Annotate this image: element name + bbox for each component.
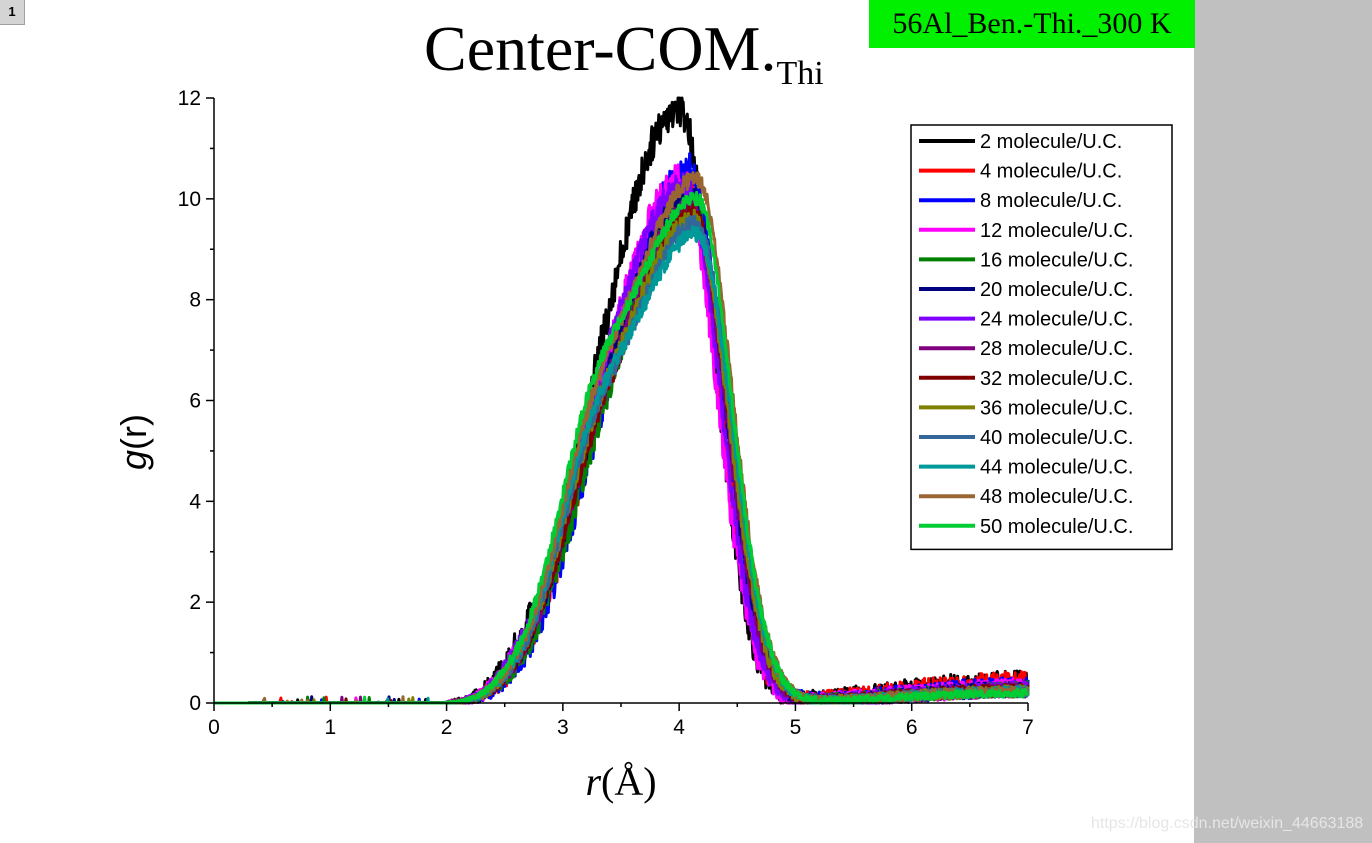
watermark-text: https://blog.csdn.net/weixin_44663188 [1091,815,1364,832]
right-gray-panel [1194,0,1372,843]
series-line [213,208,1030,705]
legend-label: 40 molecule/U.C. [980,427,1133,449]
series-line [213,197,1030,705]
legend-label: 50 molecule/U.C. [980,516,1133,538]
y-tick-label: 2 [189,591,201,614]
x-tick-label: 2 [441,716,453,739]
legend-label: 28 molecule/U.C. [980,338,1133,360]
chart-title-main: Center-COM. [424,13,777,84]
chart-title: Center-COM.Thi [424,12,824,92]
series-line [213,203,1030,705]
chart-title-subscript: Thi [776,55,824,92]
legend-label: 32 molecule/U.C. [980,368,1133,390]
x-tick-label: 1 [324,716,336,739]
y-tick-label: 8 [189,289,201,312]
x-axis-title-rest: (Å) [601,759,657,804]
x-tick-label: 3 [557,716,569,739]
legend-label: 16 molecule/U.C. [980,249,1133,271]
legend-label: 20 molecule/U.C. [980,279,1133,301]
x-tick-label: 4 [673,716,685,739]
y-tick-label: 4 [189,490,201,513]
y-tick-label: 6 [189,390,201,413]
page-number-badge: 1 [0,0,25,25]
series-line [213,152,1030,705]
y-tick-label: 0 [189,692,201,715]
legend: 2 molecule/U.C. 4 molecule/U.C. 8 molecule… [910,124,1173,551]
legend-label: 2 molecule/U.C. [980,131,1122,153]
y-axis-title: g(r) [113,414,154,470]
x-axis-title-italic: r [585,759,601,804]
x-tick-label: 5 [790,716,802,739]
legend-label: 36 molecule/U.C. [980,397,1133,419]
y-tick-label: 10 [178,188,201,211]
x-axis-title: r(Å) [585,759,656,804]
series-layer [213,96,1030,705]
y-axis-title-rest: (r) [113,414,154,450]
legend-label: 48 molecule/U.C. [980,486,1133,508]
legend-label: 12 molecule/U.C. [980,220,1133,242]
y-axis-title-italic: g [113,450,154,470]
legend-label: 44 molecule/U.C. [980,457,1133,479]
legend-label: 24 molecule/U.C. [980,309,1133,331]
dataset-label-badge: 56Al_Ben.-Thi._300 K [869,0,1195,48]
x-tick-label: 6 [906,716,918,739]
series-line [213,190,1030,705]
legend-box [910,124,1173,551]
legend-label: 8 molecule/U.C. [980,190,1122,212]
series-line [213,214,1029,705]
legend-label: 4 molecule/U.C. [980,161,1122,183]
y-tick-label: 12 [178,87,201,110]
x-tick-label: 7 [1022,716,1034,739]
x-tick-label: 0 [208,716,220,739]
series-line [213,96,1030,705]
